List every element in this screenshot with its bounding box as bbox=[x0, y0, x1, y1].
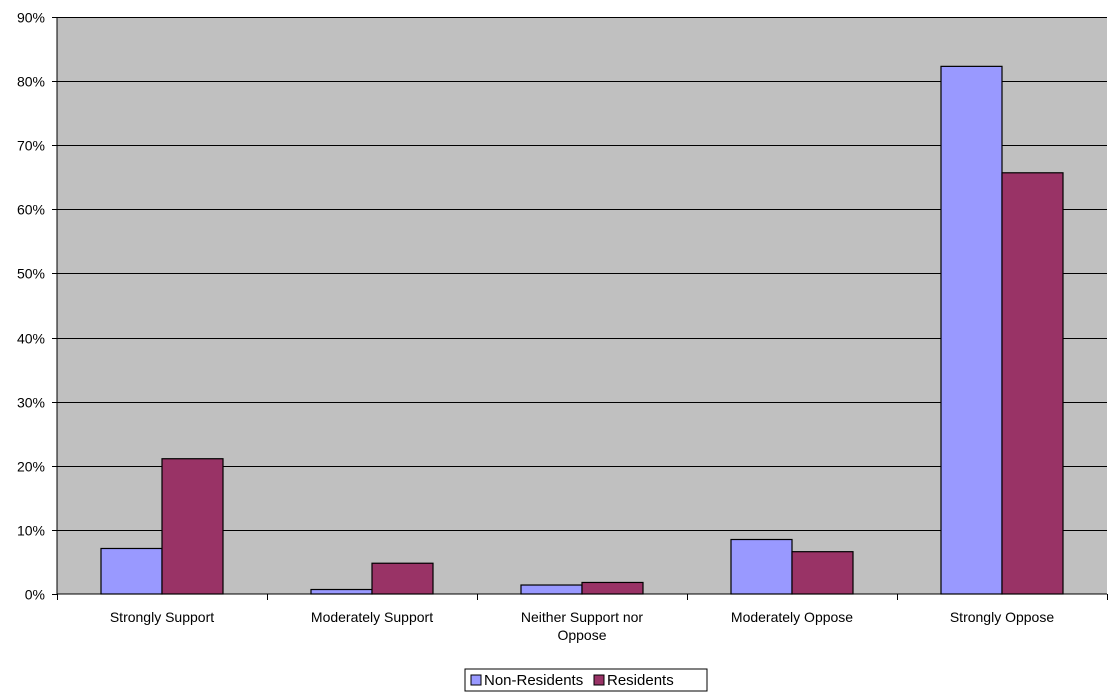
x-category-label: Strongly Support bbox=[110, 609, 214, 625]
gridlines bbox=[57, 17, 1107, 531]
x-category-label-line: Oppose bbox=[557, 627, 606, 643]
bar-residents-3 bbox=[581, 581, 644, 595]
x-category-label: Neither Support nor Oppose bbox=[521, 609, 644, 643]
legend-label: Residents bbox=[607, 672, 674, 689]
bar-non-residents-4 bbox=[730, 538, 793, 595]
plot-area bbox=[57, 17, 1107, 594]
x-category-label: Moderately Support bbox=[311, 609, 433, 625]
y-tick-label: 30% bbox=[17, 395, 45, 411]
x-category-label-line: Strongly Support bbox=[110, 609, 214, 625]
x-axis-ticks bbox=[57, 594, 1108, 600]
x-category-label-line: Moderately Support bbox=[311, 609, 433, 625]
y-tick-label: 70% bbox=[17, 138, 45, 154]
y-tick-label: 0% bbox=[25, 587, 45, 603]
y-axis-ticks: 0% 10% 20% 30% 40% 50% 60% 70% 80% 90% bbox=[17, 10, 57, 603]
x-category-label-line: Strongly Oppose bbox=[950, 609, 1054, 625]
legend-swatch-non-residents bbox=[470, 674, 482, 686]
y-tick-label: 60% bbox=[17, 202, 45, 218]
legend-box bbox=[464, 668, 708, 692]
y-tick-label: 40% bbox=[17, 331, 45, 347]
legend-swatch-residents bbox=[593, 674, 605, 686]
axes bbox=[56, 17, 1107, 595]
x-category-label: Strongly Oppose bbox=[950, 609, 1054, 625]
y-tick-label: 20% bbox=[17, 459, 45, 475]
y-tick-label: 80% bbox=[17, 74, 45, 90]
x-category-label: Moderately Oppose bbox=[731, 609, 853, 625]
y-tick-label: 50% bbox=[17, 266, 45, 282]
bar-residents-1 bbox=[161, 458, 224, 595]
x-axis-category-labels: Strongly Support Moderately Support Neithe… bbox=[110, 609, 1054, 643]
bars bbox=[100, 65, 1064, 595]
legend: Non-Residents Residents bbox=[464, 668, 708, 692]
y-tick-label: 90% bbox=[17, 10, 45, 26]
x-category-label-line: Moderately Oppose bbox=[731, 609, 853, 625]
bar-non-residents-1 bbox=[100, 547, 163, 595]
bar-residents-5 bbox=[1001, 172, 1064, 595]
bar-residents-2 bbox=[371, 562, 434, 595]
x-category-label-line: Neither Support nor bbox=[521, 609, 644, 625]
bar-non-residents-2 bbox=[310, 588, 373, 595]
legend-label: Non-Residents bbox=[484, 672, 583, 689]
bar-residents-4 bbox=[791, 551, 854, 595]
bar-non-residents-5 bbox=[940, 65, 1003, 595]
bar-non-residents-3 bbox=[520, 584, 583, 595]
y-tick-label: 10% bbox=[17, 523, 45, 539]
